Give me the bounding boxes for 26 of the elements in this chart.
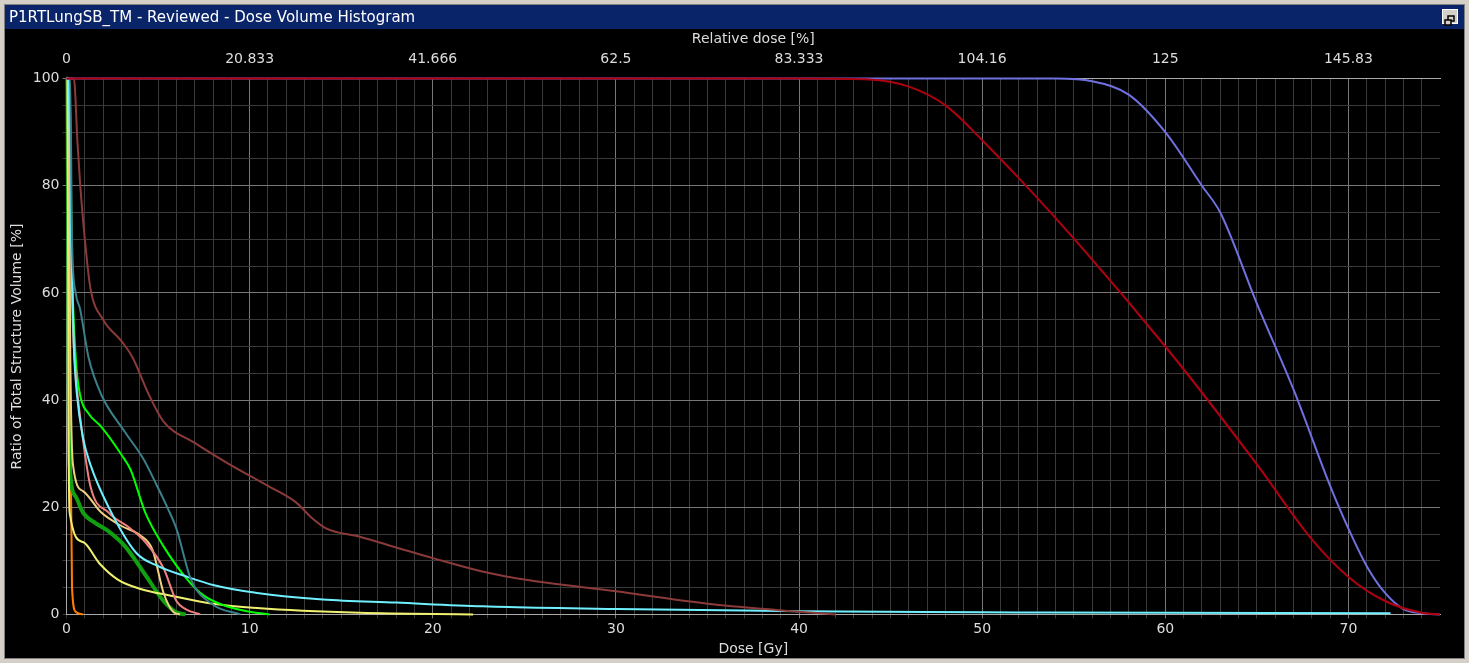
x2-tick-label: 145.83 [1323, 49, 1373, 66]
x-tick-label: 50 [973, 620, 992, 637]
x2-tick-label: 62.5 [600, 49, 632, 66]
x-tick-label: 20 [423, 620, 442, 637]
x-tick-label: 40 [790, 620, 808, 637]
x-axis-title: Dose [Gy] [718, 640, 789, 657]
x2-tick-label: 20.833 [225, 49, 275, 66]
y-tick-label: 60 [41, 283, 60, 300]
x2-tick-label: 83.333 [774, 49, 824, 66]
x-tick-label: 30 [607, 620, 625, 637]
x2-tick-label: 104.16 [957, 49, 1007, 66]
x2-tick-label: 41.666 [408, 49, 458, 66]
y-tick-label: 40 [41, 390, 60, 407]
x2-tick-label: 125 [1151, 49, 1179, 66]
y-tick-label: 100 [32, 69, 60, 86]
y-tick-label: 20 [41, 497, 60, 514]
x2-axis-title: Relative dose [%] [691, 30, 815, 47]
y-tick-label: 0 [50, 605, 60, 622]
x-tick-label: 10 [240, 620, 259, 637]
y-tick-label: 80 [41, 176, 60, 193]
x2-tick-label: 0 [62, 49, 71, 66]
chart-title: P1RTLungSB_TM - Reviewed - Dose Volume Histogram [9, 8, 416, 26]
x-tick-label: 0 [62, 620, 71, 637]
y-axis-title: Ratio of Total Structure Volume [%] [8, 223, 25, 470]
x-tick-label: 60 [1156, 620, 1175, 637]
x-tick-label: 70 [1339, 620, 1358, 637]
